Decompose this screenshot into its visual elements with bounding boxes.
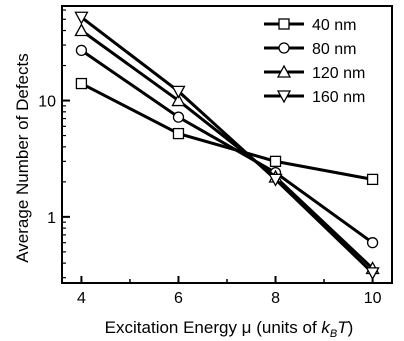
series-layer	[74, 11, 380, 281]
legend: 40 nm 80 nm 120 nm 160 nm	[264, 17, 365, 106]
legend-item: 120 nm	[264, 64, 365, 82]
legend-item: 40 nm	[264, 17, 356, 34]
data-point	[269, 155, 282, 168]
series-line	[80, 82, 373, 181]
series-line	[80, 29, 374, 270]
data-point	[268, 173, 283, 187]
data-point	[366, 173, 379, 186]
legend-marker	[278, 18, 290, 30]
y-tick-label: 1	[47, 210, 56, 227]
data-point	[365, 267, 380, 281]
y-axis-label: Average Number of Defects	[13, 53, 32, 262]
legend-marker	[276, 64, 292, 78]
series-line	[80, 49, 374, 244]
legend-marker	[276, 90, 292, 104]
x-axis-label: Excitation Energy μ (units of kBT)	[105, 318, 354, 340]
data-point	[74, 23, 89, 37]
legend-label: 80 nm	[312, 41, 356, 58]
data-point	[172, 127, 185, 140]
data-point	[171, 85, 186, 99]
data-point	[366, 237, 379, 249]
data-point	[75, 44, 88, 57]
legend-label: 40 nm	[312, 17, 356, 34]
data-point	[74, 11, 89, 25]
legend-label: 160 nm	[312, 89, 365, 106]
series-0	[75, 77, 379, 186]
x-axis-label-close: )	[348, 318, 354, 337]
data-point	[75, 77, 88, 90]
x-tick-label: 8	[271, 290, 280, 307]
series-line	[80, 16, 374, 274]
legend-label: 120 nm	[312, 65, 365, 82]
legend-item: 160 nm	[264, 89, 365, 106]
x-axis-label-T: T	[337, 318, 349, 337]
x-tick-label: 4	[77, 290, 86, 307]
series-1	[75, 44, 379, 249]
x-axis-label-main: Excitation Energy μ (units of	[105, 318, 322, 337]
tick-labels: 4 6 8 10 1 10	[38, 94, 381, 307]
data-point	[172, 111, 185, 123]
y-tick-label: 10	[38, 94, 56, 111]
x-axis-label-k: k	[321, 318, 331, 337]
legend-item: 80 nm	[264, 41, 356, 58]
x-tick-label: 6	[174, 290, 183, 307]
legend-marker	[278, 42, 290, 54]
series-3	[74, 11, 380, 281]
x-axis-label-sub: B	[330, 328, 337, 340]
x-tick-label: 10	[364, 290, 382, 307]
data-point	[171, 93, 186, 107]
